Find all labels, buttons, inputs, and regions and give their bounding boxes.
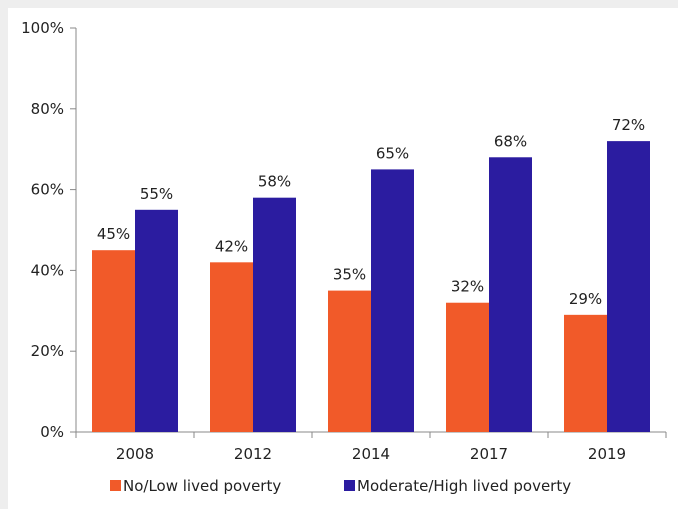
x-tick-label: 2008 <box>116 445 154 463</box>
data-label: 29% <box>569 290 602 308</box>
data-label: 72% <box>612 116 645 134</box>
bar <box>210 262 253 432</box>
bar <box>328 290 371 432</box>
bar <box>607 141 650 432</box>
data-labels: 45% 55% 42% 58% 35% 65% 32% 68% 29% 72% <box>97 116 645 308</box>
y-tick-label: 100% <box>21 19 64 37</box>
bar <box>371 169 414 432</box>
y-tick-label: 60% <box>31 181 64 199</box>
bar <box>489 157 532 432</box>
data-label: 55% <box>140 185 173 203</box>
bar <box>92 250 135 432</box>
bar <box>253 197 296 432</box>
bar <box>564 314 607 432</box>
x-axis: 2008 2012 2014 2017 2019 <box>75 431 667 463</box>
bar <box>135 209 178 432</box>
bar <box>446 302 489 432</box>
x-tick-label: 2014 <box>352 445 390 463</box>
legend-swatch <box>344 480 355 491</box>
legend-label: Moderate/High lived poverty <box>357 477 571 495</box>
bars <box>92 141 650 432</box>
legend: No/Low lived poverty Moderate/High lived … <box>110 477 571 495</box>
y-tick-label: 80% <box>31 100 64 118</box>
y-axis: 0% 20% 40% 60% 80% 100% <box>21 19 77 441</box>
x-tick-label: 2017 <box>470 445 508 463</box>
data-label: 65% <box>376 144 409 162</box>
x-tick-label: 2019 <box>588 445 626 463</box>
legend-label: No/Low lived poverty <box>123 477 281 495</box>
data-label: 42% <box>215 237 248 255</box>
data-label: 32% <box>451 278 484 296</box>
data-label: 35% <box>333 266 366 284</box>
data-label: 45% <box>97 225 130 243</box>
y-tick-label: 20% <box>31 342 64 360</box>
legend-swatch <box>110 480 121 491</box>
data-label: 68% <box>494 132 527 150</box>
y-tick-label: 0% <box>40 423 64 441</box>
x-tick-label: 2012 <box>234 445 272 463</box>
data-label: 58% <box>258 173 291 191</box>
y-tick-label: 40% <box>31 261 64 279</box>
